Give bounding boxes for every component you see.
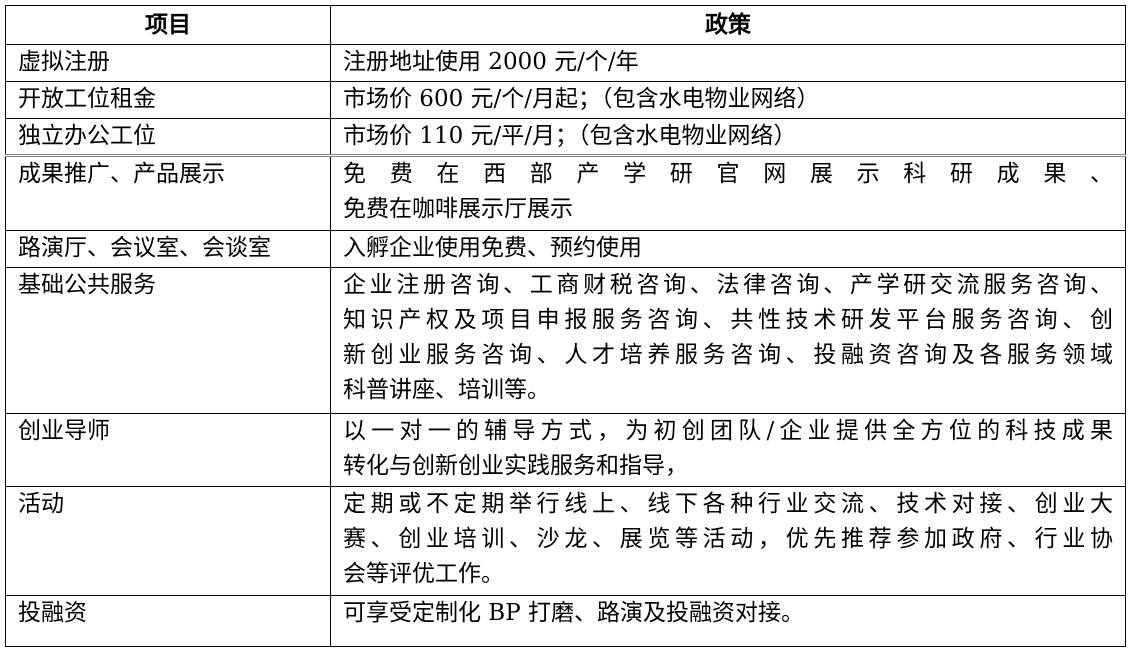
policy-line: 知识产权及项目申报服务咨询、共性技术研发平台服务咨询、创: [343, 307, 1113, 333]
policy-cell: 市场价 600 元/个/月起；（包含水电物业网络）: [330, 81, 1126, 119]
table-row: 路演厅、会议室、会谈室 入孵企业使用免费、预约使用: [5, 230, 1126, 268]
header-policy: 政策: [330, 5, 1126, 45]
item-cell: 路演厅、会议室、会谈室: [5, 230, 331, 268]
policy-cell: 入孵企业使用免费、预约使用: [330, 230, 1126, 268]
item-cell: 创业导师: [5, 413, 331, 487]
table-row: 活动 定期或不定期举行线上、线下各种行业交流、技术对接、创业大 赛、创业培训、沙龙、…: [5, 486, 1126, 596]
policy-line: 以一对一的辅导方式，为初创团队/企业提供全方位的科技成果: [343, 418, 1113, 444]
policy-cell: 定期或不定期举行线上、线下各种行业交流、技术对接、创业大 赛、创业培训、沙龙、展览…: [330, 486, 1126, 596]
policy-line: 免费在西部产学研官网展示科研成果、: [343, 161, 1113, 187]
policy-line: 转化与创新创业实践服务和指导，: [343, 453, 688, 479]
table-row: 开放工位租金 市场价 600 元/个/月起；（包含水电物业网络）: [5, 81, 1126, 119]
policy-cell: 免费在西部产学研官网展示科研成果、 免费在咖啡展示厅展示: [330, 155, 1126, 231]
table-row: 成果推广、产品展示 免费在西部产学研官网展示科研成果、 免费在咖啡展示厅展示: [5, 155, 1126, 231]
policy-line: 免费在咖啡展示厅展示: [343, 196, 573, 222]
policy-line: 可享受定制化 BP 打磨、路演及投融资对接。: [343, 600, 804, 626]
policy-line: 企业注册咨询、工商财税咨询、法律咨询、产学研交流服务咨询、: [343, 272, 1113, 298]
item-cell: 开放工位租金: [5, 81, 331, 119]
item-cell: 投融资: [5, 595, 331, 647]
policy-line: 注册地址使用 2000 元/个/年: [343, 49, 639, 75]
table-row: 创业导师 以一对一的辅导方式，为初创团队/企业提供全方位的科技成果 转化与创新创业实…: [5, 413, 1126, 487]
policy-line: 赛、创业培训、沙龙、展览等活动，优先推荐参加政府、行业协: [343, 526, 1113, 552]
table-row: 投融资 可享受定制化 BP 打磨、路演及投融资对接。: [5, 595, 1126, 647]
table-row: 独立办公工位 市场价 110 元/平/月；（包含水电物业网络）: [5, 118, 1126, 157]
table-header-row: 项目 政策: [5, 5, 1126, 45]
item-cell: 活动: [5, 486, 331, 596]
policy-cell: 以一对一的辅导方式，为初创团队/企业提供全方位的科技成果 转化与创新创业实践服务和…: [330, 413, 1126, 487]
policy-line: 定期或不定期举行线上、线下各种行业交流、技术对接、创业大: [343, 491, 1113, 517]
item-cell: 独立办公工位: [5, 118, 331, 157]
policy-line: 市场价 110 元/平/月；（包含水电物业网络）: [343, 123, 797, 149]
item-cell: 基础公共服务: [5, 267, 331, 414]
policy-line: 市场价 600 元/个/月起；（包含水电物业网络）: [343, 86, 820, 112]
item-cell: 成果推广、产品展示: [5, 155, 331, 231]
policy-cell: 企业注册咨询、工商财税咨询、法律咨询、产学研交流服务咨询、 知识产权及项目申报服务…: [330, 267, 1126, 414]
policy-line: 科普讲座、培训等。: [343, 377, 550, 403]
policy-line: 会等评优工作。: [343, 561, 504, 587]
item-cell: 虚拟注册: [5, 44, 331, 82]
table-row: 虚拟注册 注册地址使用 2000 元/个/年: [5, 44, 1126, 82]
policy-cell: 可享受定制化 BP 打磨、路演及投融资对接。: [330, 595, 1126, 647]
policy-line: 新创业服务咨询、人才培养服务咨询、投融资咨询及各服务领域: [343, 342, 1113, 368]
policy-cell: 市场价 110 元/平/月；（包含水电物业网络）: [330, 118, 1126, 157]
policy-cell: 注册地址使用 2000 元/个/年: [330, 44, 1126, 82]
table-row: 基础公共服务 企业注册咨询、工商财税咨询、法律咨询、产学研交流服务咨询、 知识产权及…: [5, 267, 1126, 414]
header-item: 项目: [5, 5, 331, 45]
policy-line: 入孵企业使用免费、预约使用: [343, 235, 642, 261]
policy-table: 项目 政策 虚拟注册 注册地址使用 2000 元/个/年 开放工位租金 市场价 600…: [5, 5, 1126, 647]
